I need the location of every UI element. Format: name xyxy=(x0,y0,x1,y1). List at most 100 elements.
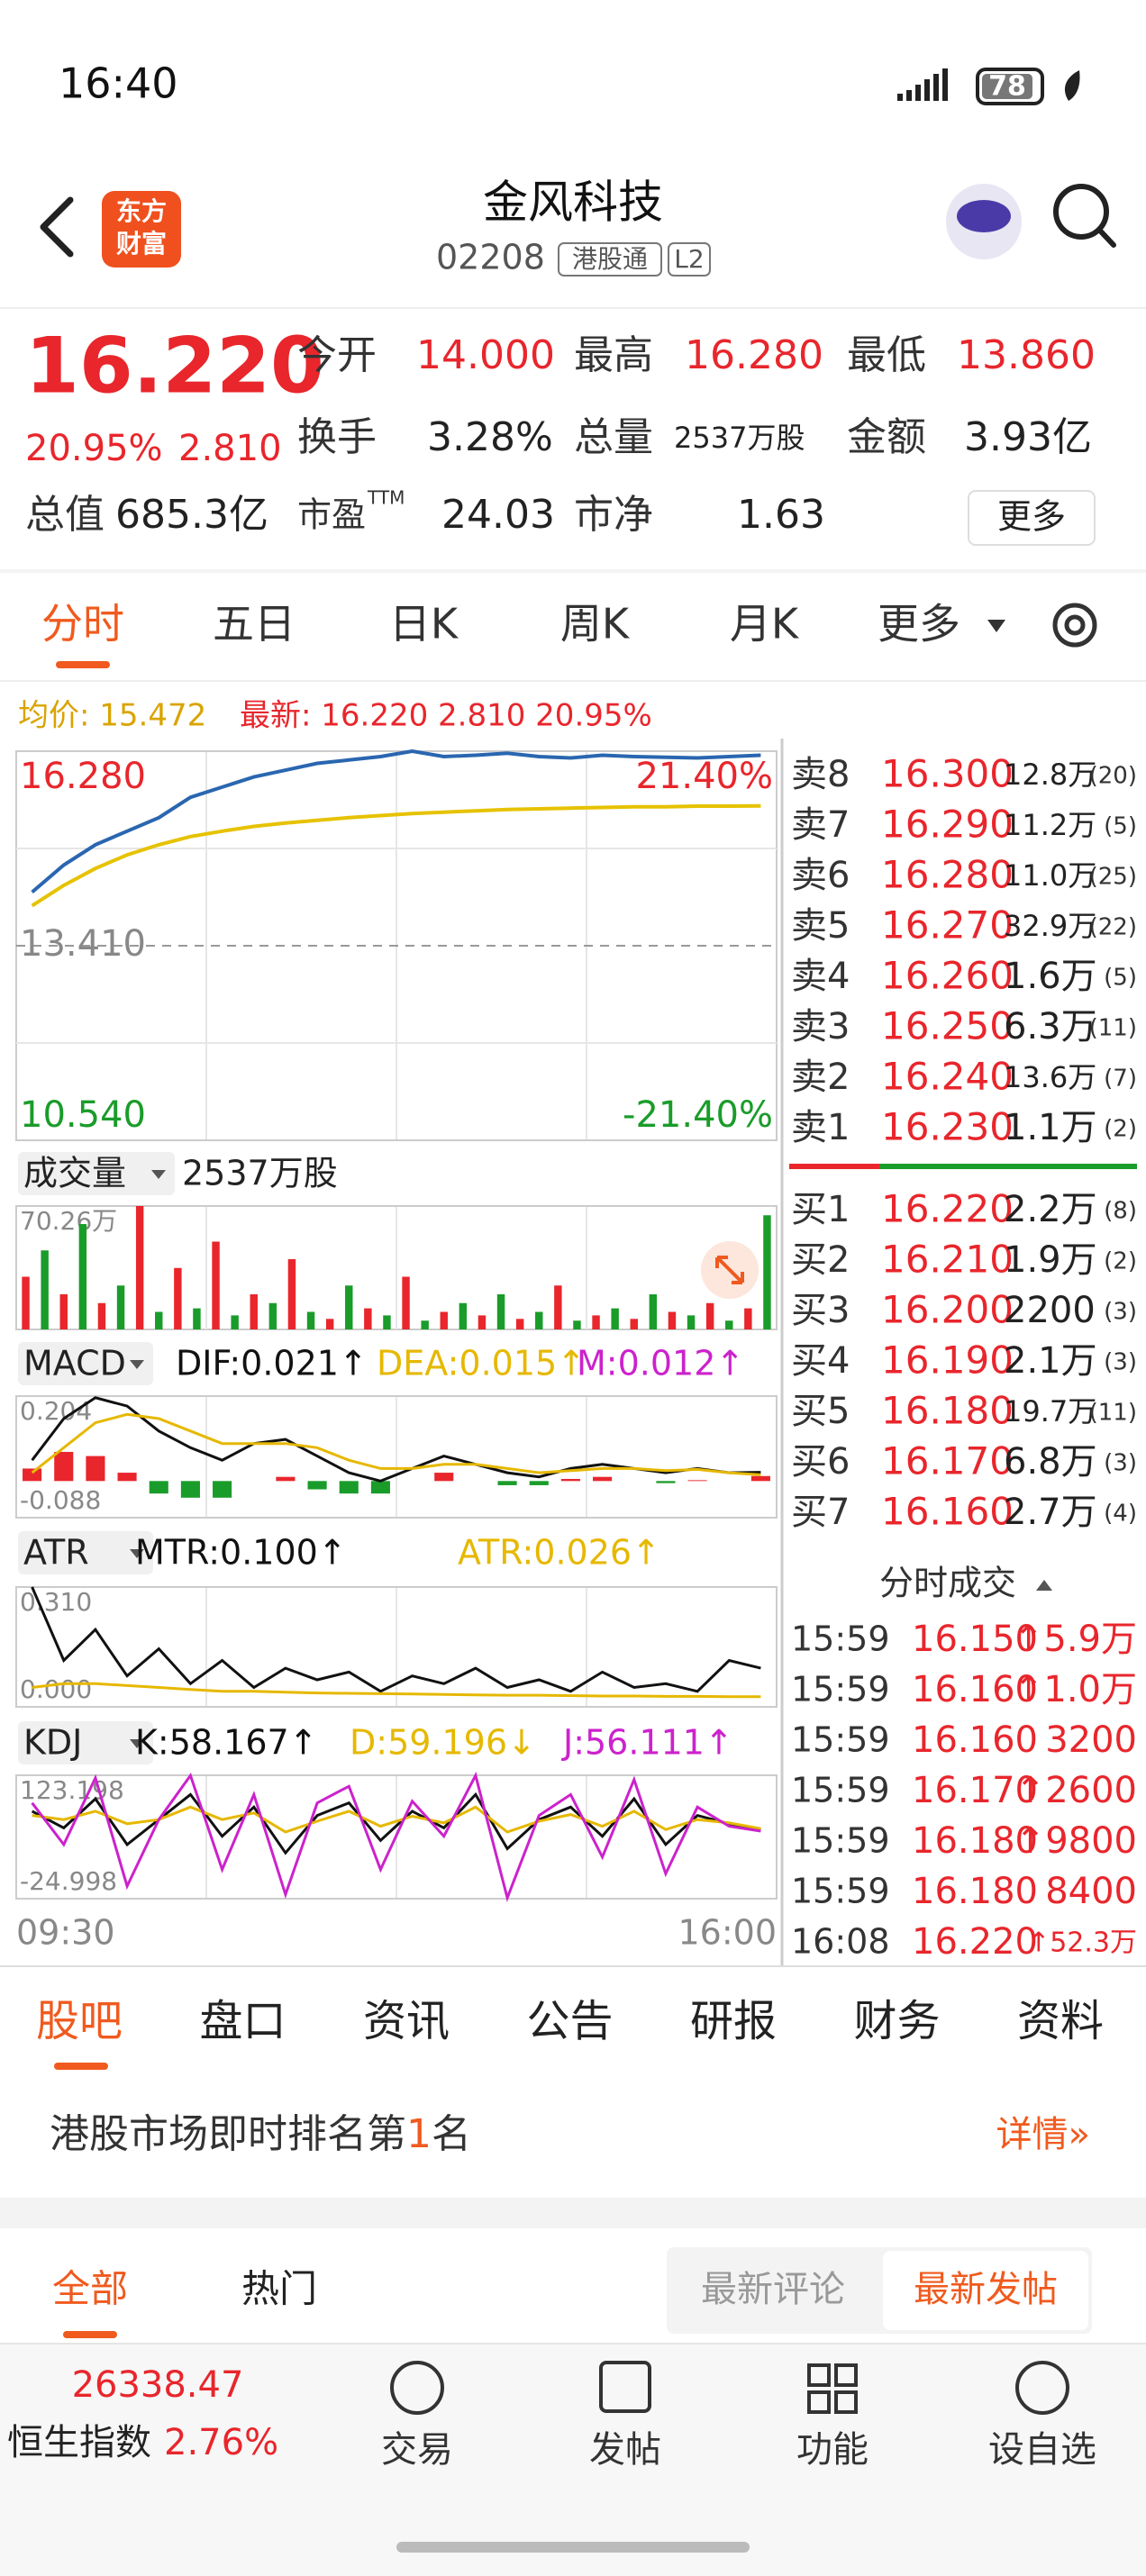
indicator-selector[interactable] xyxy=(18,1152,175,1195)
series-line xyxy=(31,803,761,908)
volume-bar xyxy=(41,1250,49,1329)
section-tab[interactable]: 公告 xyxy=(526,1996,613,2046)
order-volume: 12.8万 xyxy=(1004,757,1096,792)
field-label: 今开 xyxy=(297,332,377,378)
indicator-name[interactable]: MACD xyxy=(23,1344,126,1383)
macd-bar xyxy=(54,1451,74,1482)
trade-price: 16.170 xyxy=(912,1770,1038,1811)
stock-code: 02208 xyxy=(436,238,545,277)
back-button[interactable] xyxy=(40,196,74,258)
nav-item[interactable]: 交易 xyxy=(381,2429,453,2471)
section-tab[interactable]: 研报 xyxy=(690,1996,777,2046)
trade-time: 15:59 xyxy=(791,1670,890,1710)
index-value[interactable]: 26338.47 xyxy=(72,2364,244,2406)
last-price: 16.220 xyxy=(25,321,324,411)
sort-active xyxy=(883,2251,1088,2330)
badge: L2 xyxy=(674,244,704,274)
logo[interactable] xyxy=(102,191,181,268)
section-tab[interactable]: 资料 xyxy=(1017,1996,1104,2046)
order-count: (25) xyxy=(1089,864,1137,891)
macd-bar xyxy=(276,1476,296,1482)
volume-bar xyxy=(496,1294,505,1329)
indicator-selector[interactable] xyxy=(18,1531,153,1574)
macd-bar xyxy=(434,1473,454,1482)
order-price: 16.180 xyxy=(881,1389,1014,1433)
chart-tab[interactable]: 更多 xyxy=(878,600,960,649)
dropdown-arrow xyxy=(130,1360,144,1369)
order-label: 买3 xyxy=(791,1290,850,1331)
sort-option[interactable]: 最新评论 xyxy=(701,2269,845,2310)
latest-price: 最新: 16.220 2.810 20.95% xyxy=(240,698,652,734)
chart-tab[interactable]: 周K xyxy=(560,600,631,649)
indicator-name[interactable]: 成交量 xyxy=(23,1154,126,1193)
nav-item[interactable]: 功能 xyxy=(796,2429,869,2471)
battery-level xyxy=(982,74,1032,99)
order-volume: 2.2万 xyxy=(1004,1189,1097,1230)
order-count: (3) xyxy=(1104,1450,1137,1477)
indicator-name[interactable]: ATR xyxy=(23,1533,89,1573)
index-change[interactable]: 2.76% xyxy=(164,2422,278,2463)
section-tab[interactable]: 盘口 xyxy=(199,1996,286,2046)
trade-icon xyxy=(390,2361,444,2415)
volume-bar xyxy=(231,1315,239,1329)
macd-bar xyxy=(529,1481,549,1485)
y-tick-label: 0.204 xyxy=(20,1396,92,1426)
section-tab[interactable]: 资讯 xyxy=(363,1996,450,2046)
more-button-text[interactable]: 更多 xyxy=(997,497,1066,537)
order-count: (5) xyxy=(1104,965,1137,992)
series-line xyxy=(31,1412,761,1476)
order-volume: 13.6万 xyxy=(1004,1060,1096,1094)
order-price: 16.300 xyxy=(881,752,1014,796)
volume-bar xyxy=(287,1259,296,1329)
order-label: 买4 xyxy=(791,1340,850,1382)
indicator-name[interactable]: KDJ xyxy=(23,1723,82,1763)
indicator-selector[interactable] xyxy=(18,1342,153,1385)
post-tab[interactable]: 热门 xyxy=(241,2267,317,2311)
trade-price: 16.160 xyxy=(912,1669,1038,1710)
home-indicator xyxy=(396,2542,750,2553)
section-tab[interactable]: 财务 xyxy=(853,1996,940,2046)
order-label: 买2 xyxy=(791,1239,850,1281)
sort-option[interactable]: 最新发帖 xyxy=(914,2269,1058,2310)
index-name[interactable]: 恒生指数 xyxy=(7,2422,151,2463)
settings-button[interactable] xyxy=(1052,603,1097,648)
y2-tick-label: -21.40% xyxy=(623,1094,773,1136)
volume-bar xyxy=(59,1294,68,1329)
order-price: 16.270 xyxy=(881,903,1014,948)
order-price: 16.190 xyxy=(881,1338,1014,1383)
tab-underline xyxy=(54,2063,108,2070)
chart-tab[interactable]: 分时 xyxy=(41,600,124,649)
series-line xyxy=(31,1772,761,1903)
search-button[interactable] xyxy=(1053,184,1109,240)
order-price: 16.210 xyxy=(881,1238,1014,1282)
chart-tab[interactable]: 月K xyxy=(730,600,800,649)
field-label: 换手 xyxy=(297,414,377,460)
trades-header xyxy=(786,1558,1146,1609)
rank-link[interactable]: 详情» xyxy=(996,2114,1090,2155)
field-label: 市净 xyxy=(574,492,653,538)
order-label: 卖6 xyxy=(791,855,850,896)
post-tab[interactable]: 全部 xyxy=(52,2267,128,2311)
book-separator-red xyxy=(789,1164,879,1169)
volume-bar xyxy=(478,1315,487,1329)
trade-time: 16:08 xyxy=(791,1922,890,1962)
sort-arrow xyxy=(1036,1580,1052,1591)
indicator-selector[interactable] xyxy=(18,1721,153,1764)
change-pct: 20.95% xyxy=(25,428,163,469)
chart-tab[interactable]: 日K xyxy=(389,600,459,649)
watchlist-icon xyxy=(1015,2361,1069,2415)
chart-tab[interactable]: 五日 xyxy=(213,600,296,649)
order-count: (3) xyxy=(1104,1349,1137,1376)
macd-bar xyxy=(687,1480,707,1482)
y-tick-label: 123.198 xyxy=(20,1775,124,1805)
field-label: 市盈 xyxy=(297,495,366,535)
nav-item[interactable]: 设自选 xyxy=(988,2429,1096,2471)
macd-bar xyxy=(86,1456,105,1482)
nav-item[interactable]: 发帖 xyxy=(589,2429,661,2471)
expand-icon xyxy=(715,1256,744,1284)
macd-bar xyxy=(213,1481,232,1498)
trade-time: 15:59 xyxy=(791,1619,890,1659)
more-button[interactable] xyxy=(968,490,1096,546)
section-tab[interactable]: 股吧 xyxy=(36,1996,123,2046)
